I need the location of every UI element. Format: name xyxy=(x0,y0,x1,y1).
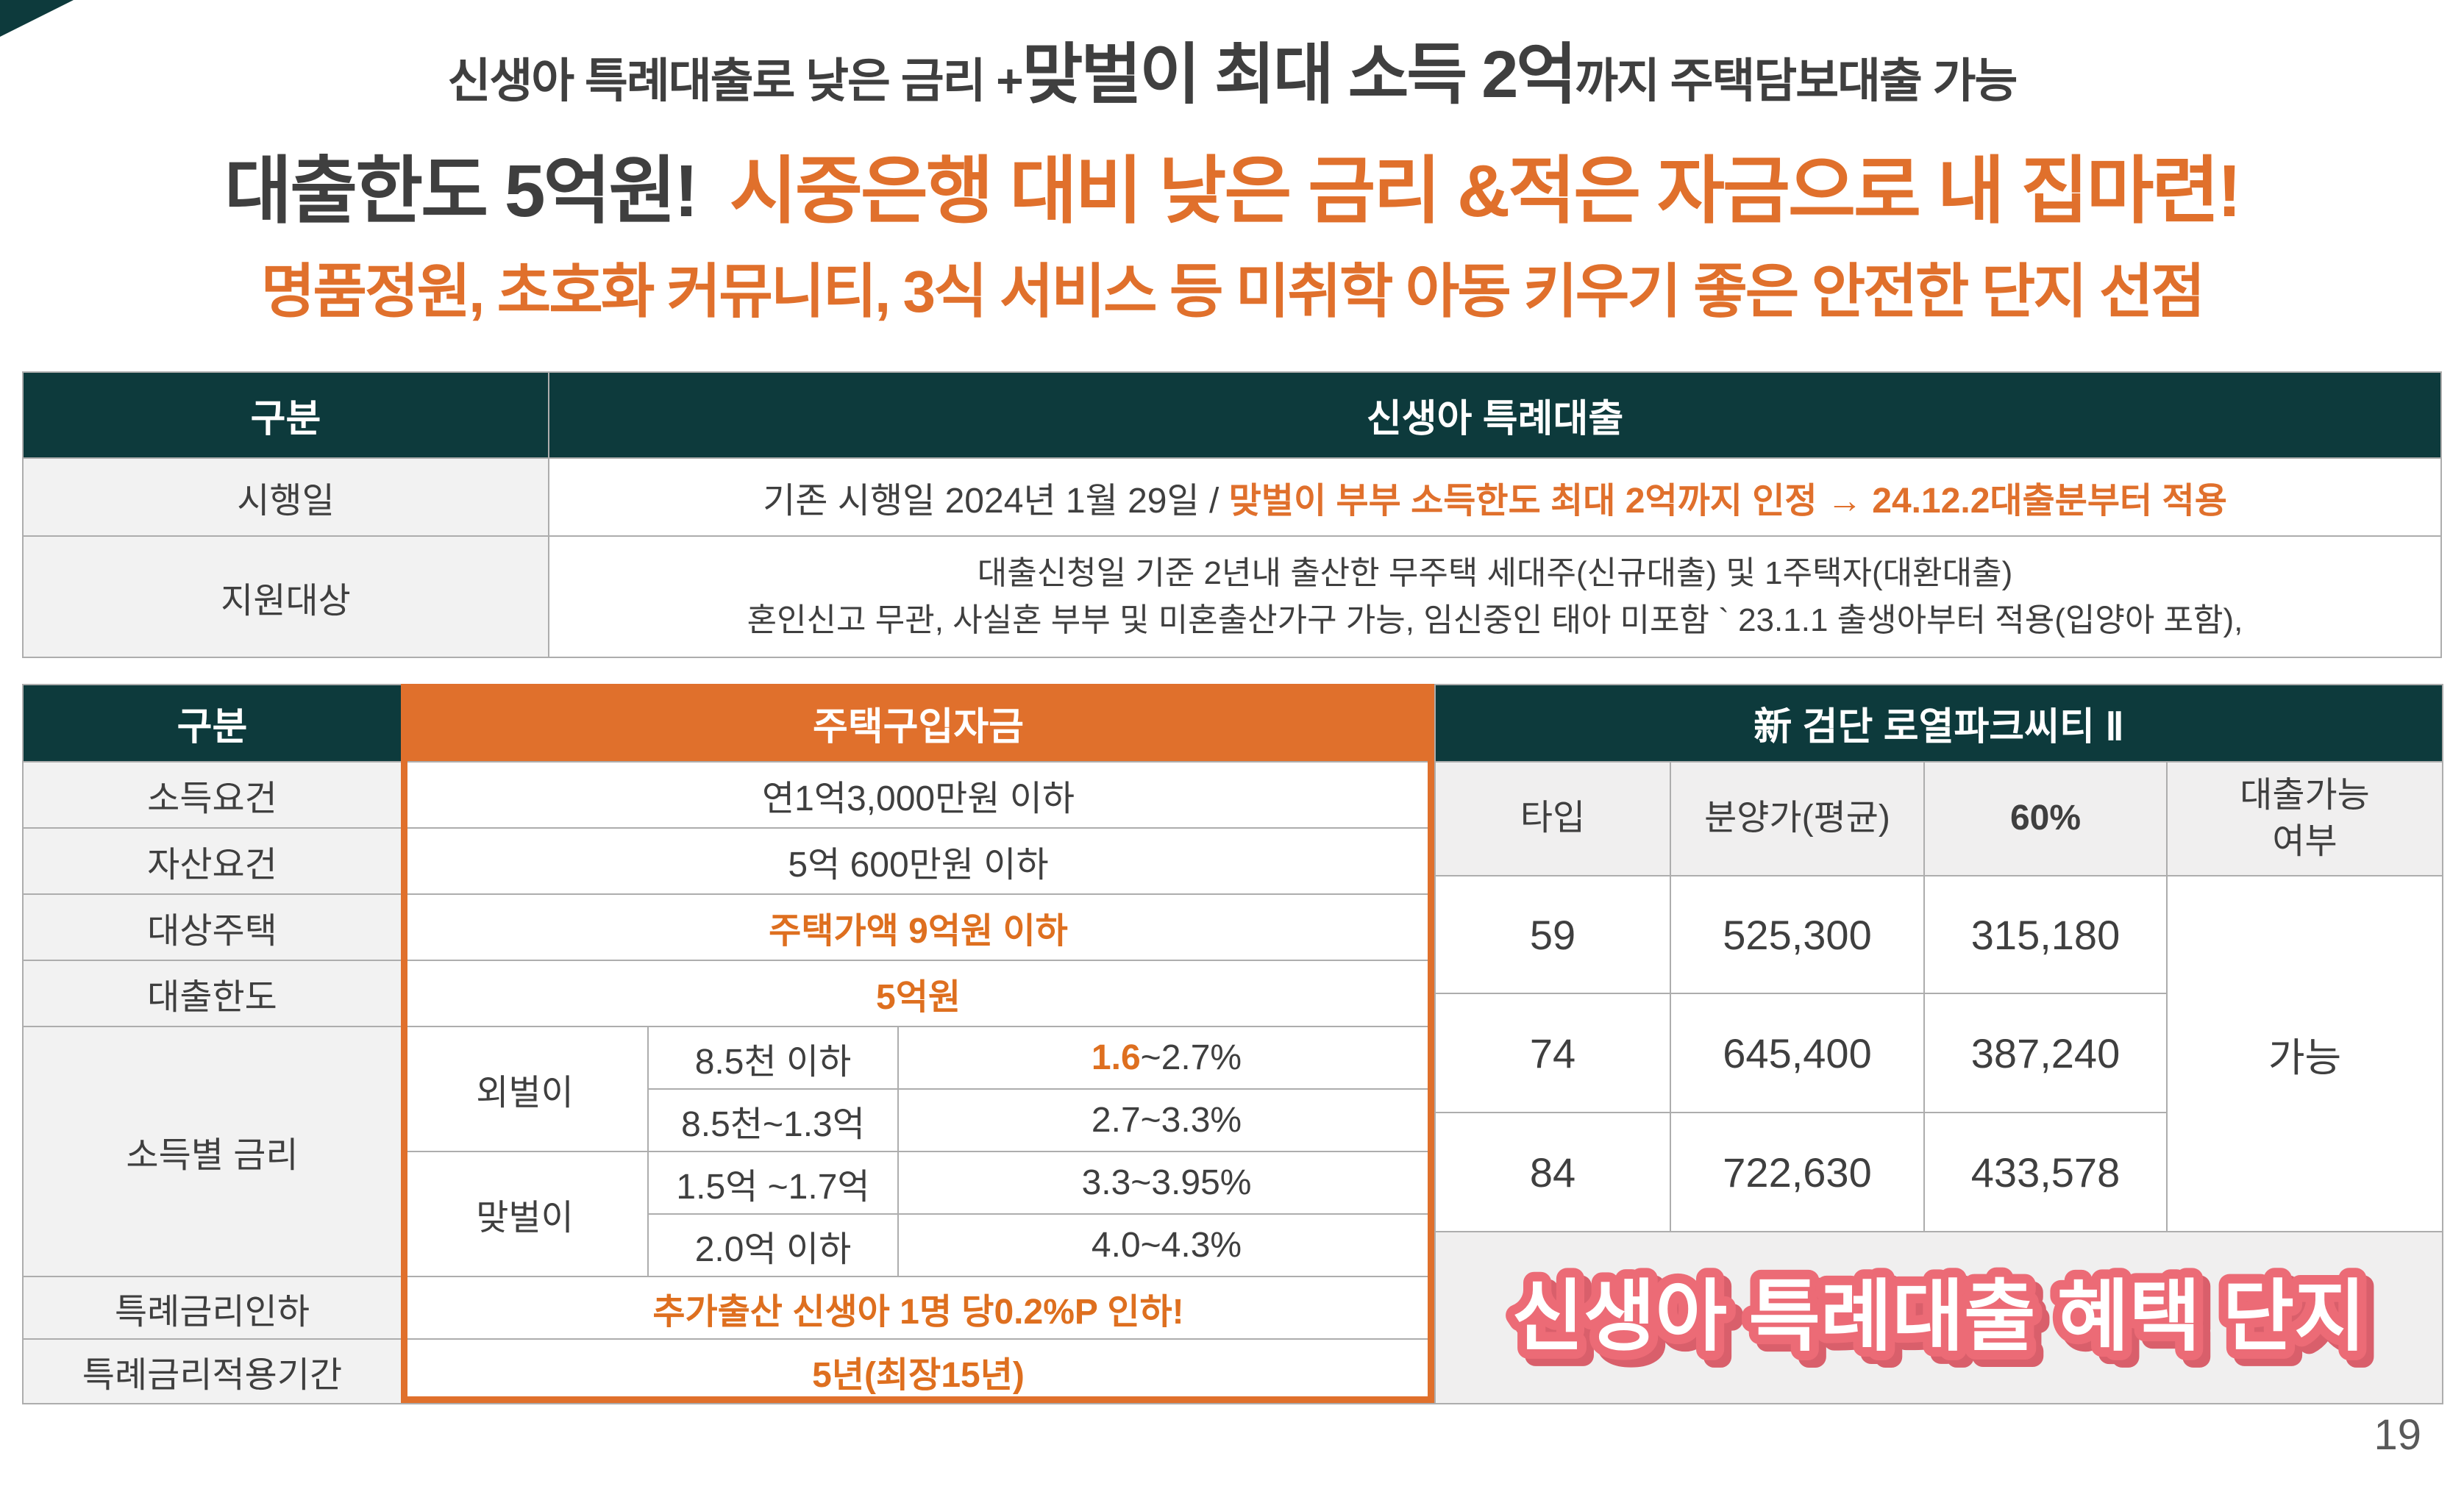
col-header-availability-line1: 대출가능 xyxy=(2240,776,2370,815)
rate-value: 3.3~3.95% xyxy=(897,1151,1436,1215)
loan-table-start-date-cell: 기존 시행일 2024년 1월 29일 / 맞벌이 부부 소득한도 최대 2억까… xyxy=(548,457,2442,537)
asset-requirement-value: 5억 600만원 이하 xyxy=(400,827,1436,895)
unit-type: 74 xyxy=(1434,993,1671,1113)
eligibility-line2: 혼인신고 무관, 사실혼 부부 및 미혼출산가구 가능, 임신중인 태아 미포함… xyxy=(747,601,2243,638)
loan-availability-value: 가능 xyxy=(2165,875,2444,1232)
headline-line3: 명품정원, 초호화 커뮤니티, 3식 서비스 등 미취학 아동 키우기 좋은 안… xyxy=(260,259,2205,324)
unit-type: 84 xyxy=(1434,1112,1671,1232)
col-header-type: 타입 xyxy=(1434,761,1671,876)
headline-line2: 대출한도 5억원! 시중은행 대비 낮은 금리 &적은 자금으로 내 집마련! xyxy=(0,131,2464,238)
rate-value: 2.7~3.3% xyxy=(897,1088,1436,1152)
headline-loan-limit: 대출한도 5억원! xyxy=(224,150,699,232)
income-requirement-value: 연1억3,000만원 이하 xyxy=(400,761,1436,829)
headline-line1-part2: 맞벌이 최대 소득 2억 xyxy=(1022,38,1577,112)
complex-price-table: 新 검단 로열파크씨티 Ⅱ 타입 분양가(평균) 60% 대출가능 여부 59 … xyxy=(1434,684,2444,1404)
page-number: 19 xyxy=(2374,1411,2421,1459)
terms-table-header-category: 구분 xyxy=(22,684,402,763)
terms-table-header-title: 주택구입자금 xyxy=(400,684,1436,763)
corner-decoration xyxy=(0,0,74,37)
loan-table-header-category: 구분 xyxy=(22,371,549,459)
unit-60pct: 387,240 xyxy=(1923,993,2168,1113)
rate-value-highlight: 1.6 xyxy=(1091,1038,1141,1077)
headline-line1: 신생아 특례대출로 낮은 금리 + 맞벌이 최대 소득 2억 까지 주택담보대출… xyxy=(0,21,2464,116)
rate-group-dual-income: 맞벌이 xyxy=(401,1151,649,1277)
rate-by-income-label: 소득별 금리 xyxy=(22,1026,402,1277)
target-home-value: 주택가액 9억원 이하 xyxy=(400,893,1436,961)
headline-line1-part3: 까지 주택담보대출 가능 xyxy=(1575,54,2018,107)
terms-row-label: 대출한도 xyxy=(22,960,402,1027)
loan-table-header-title: 신생아 특례대출 xyxy=(548,371,2442,459)
loan-overview-table: 구분 신생아 특례대출 시행일 기존 시행일 2024년 1월 29일 / 맞벌… xyxy=(22,371,2442,658)
loan-table-eligibility-cell: 대출신청일 기준 2년내 출산한 무주택 세대주(신규대출) 및 1주택자(대환… xyxy=(548,535,2442,658)
rate-value: 4.0~4.3% xyxy=(897,1213,1436,1277)
terms-row-label: 자산요건 xyxy=(22,827,402,895)
benefit-banner-shadow-text: 신생아 특례대출 혜택 단지 xyxy=(1519,1281,2373,1368)
benefit-banner-text: 신생아 특례대출 혜택 단지 xyxy=(1511,1274,2365,1360)
col-header-availability-line2: 여부 xyxy=(2272,821,2337,861)
benefit-banner-cell: 신생아 특례대출 혜택 단지 신생아 특례대출 혜택 단지 xyxy=(1434,1231,2444,1404)
unit-price: 722,630 xyxy=(1670,1112,1925,1232)
unit-price: 645,400 xyxy=(1670,993,1925,1113)
terms-row-label: 소득요건 xyxy=(22,761,402,829)
loan-table-row-label: 지원대상 xyxy=(22,535,549,658)
col-header-60pct: 60% xyxy=(1923,761,2168,876)
eligibility-line1: 대출신청일 기준 2년내 출산한 무주택 세대주(신규대출) 및 1주택자(대환… xyxy=(977,554,2013,591)
unit-price: 525,300 xyxy=(1670,875,1925,994)
rate-value-rest: ~2.7% xyxy=(1140,1038,1242,1077)
loan-table-row-label: 시행일 xyxy=(22,457,549,537)
start-date-original: 기존 시행일 2024년 1월 29일 / xyxy=(763,482,1229,521)
rate-group-single-income: 외벌이 xyxy=(401,1026,649,1152)
col-header-availability: 대출가능 여부 xyxy=(2165,761,2444,876)
rate-value-cell: 1.6~2.7% xyxy=(897,1026,1436,1090)
terms-row-label: 특례금리적용기간 xyxy=(22,1338,402,1404)
complex-table-title: 新 검단 로열파크씨티 Ⅱ xyxy=(1434,684,2444,763)
terms-row-label: 특례금리인하 xyxy=(22,1276,402,1340)
special-rate-period-value: 5년(최장15년) xyxy=(400,1338,1436,1404)
rate-range: 8.5천~1.3억 xyxy=(647,1088,899,1152)
col-header-price: 분양가(평균) xyxy=(1670,761,1925,876)
unit-60pct: 315,180 xyxy=(1923,875,2168,994)
unit-60pct: 433,578 xyxy=(1923,1112,2168,1232)
terms-row-label: 대상주택 xyxy=(22,893,402,961)
special-rate-cut-value: 추가출산 신생아 1명 당0.2%P 인하! xyxy=(400,1276,1436,1340)
headline-benefit: 시중은행 대비 낮은 금리 &적은 자금으로 내 집마련! xyxy=(729,150,2242,232)
unit-type: 59 xyxy=(1434,875,1671,994)
purchase-terms-table: 구분 주택구입자금 소득요건 연1억3,000만원 이하 자산요건 5억 600… xyxy=(22,684,1436,1404)
rate-range: 8.5천 이하 xyxy=(647,1026,899,1090)
rate-range: 1.5억 ~1.7억 xyxy=(647,1151,899,1215)
benefit-banner-graphic: 신생아 특례대출 혜택 단지 신생아 특례대출 혜택 단지 xyxy=(1502,1264,2382,1377)
headline-line1-part1: 신생아 특례대출로 낮은 금리 + xyxy=(447,54,1024,107)
start-date-update: 맞벌이 부부 소득한도 최대 2억까지 인정 → 24.12.2대출분부터 적용 xyxy=(1228,482,2227,521)
loan-limit-value: 5억원 xyxy=(400,960,1436,1027)
rate-range: 2.0억 이하 xyxy=(647,1213,899,1277)
